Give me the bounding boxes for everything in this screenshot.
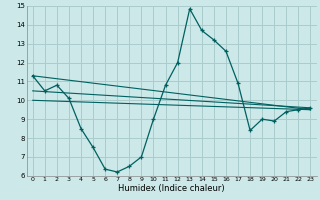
X-axis label: Humidex (Indice chaleur): Humidex (Indice chaleur)	[118, 184, 225, 193]
